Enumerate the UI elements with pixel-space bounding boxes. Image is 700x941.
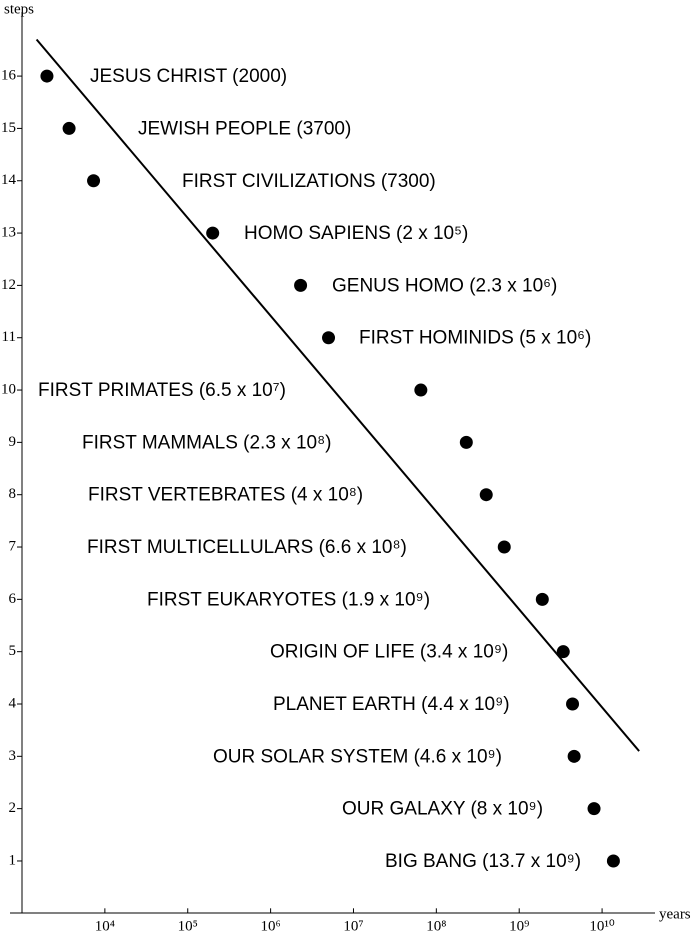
point-label: FIRST EUKARYOTES (1.9 x 10⁹) <box>147 589 430 610</box>
point-label: OUR SOLAR SYSTEM (4.6 x 10⁹) <box>213 746 502 767</box>
point-label: FIRST CIVILIZATIONS (7300) <box>182 171 436 192</box>
y-tick-label: 13 <box>1 225 16 241</box>
point <box>414 383 428 397</box>
y-tick-label: 16 <box>1 68 17 84</box>
y-tick-label: 4 <box>9 695 17 711</box>
y-tick-label: 10 <box>1 381 16 397</box>
y-tick-label: 6 <box>9 591 17 607</box>
point-label: FIRST MULTICELLULARS (6.6 x 10⁸) <box>87 537 407 558</box>
x-tick-label: 10⁹ <box>509 919 529 935</box>
point <box>322 331 336 345</box>
point-label: FIRST MAMMALS (2.3 x 10⁸) <box>82 432 331 453</box>
point-label: JESUS CHRIST (2000) <box>90 66 287 87</box>
point-label: FIRST HOMINIDS (5 x 10⁶) <box>359 328 591 349</box>
y-tick-label: 2 <box>9 800 17 816</box>
x-tick-label: 10⁸ <box>426 919 446 935</box>
y-tick-label: 9 <box>9 434 17 450</box>
y-tick-label: 14 <box>1 172 17 188</box>
point <box>587 802 601 816</box>
y-tick-label: 15 <box>1 120 16 136</box>
point-label: ORIGIN OF LIFE (3.4 x 10⁹) <box>270 642 508 663</box>
x-tick-label: 10¹⁰ <box>589 919 615 935</box>
x-axis-label: years <box>659 906 691 922</box>
y-tick-label: 5 <box>9 643 17 659</box>
point <box>40 69 54 83</box>
point <box>556 645 570 659</box>
point-label: JEWISH PEOPLE (3700) <box>138 118 351 139</box>
point-label: FIRST VERTEBRATES (4 x 10⁸) <box>88 485 363 506</box>
trend-line <box>35 38 640 752</box>
point <box>535 592 549 606</box>
point <box>206 226 220 240</box>
point-label: BIG BANG (13.7 x 10⁹) <box>385 851 581 872</box>
point-label: OUR GALAXY (8 x 10⁹) <box>342 799 543 820</box>
point <box>459 435 473 449</box>
y-tick-label: 11 <box>2 329 16 345</box>
x-tick-label: 10⁷ <box>343 919 363 935</box>
point <box>87 174 101 188</box>
point <box>567 749 581 763</box>
y-axis-label: steps <box>4 1 34 17</box>
y-tick-label: 7 <box>9 538 17 554</box>
point <box>294 278 308 292</box>
y-tick-label: 1 <box>9 852 17 868</box>
point <box>479 488 493 502</box>
x-tick-label: 10⁶ <box>260 919 280 935</box>
point-label: FIRST PRIMATES (6.5 x 10⁷) <box>38 380 286 401</box>
y-tick-label: 3 <box>9 748 17 764</box>
point-label: PLANET EARTH (4.4 x 10⁹) <box>273 694 510 715</box>
point <box>606 854 620 868</box>
x-tick-label: 10⁴ <box>95 919 115 935</box>
y-tick-label: 8 <box>9 486 17 502</box>
y-tick-label: 12 <box>1 277 16 293</box>
point <box>566 697 580 711</box>
point-label: GENUS HOMO (2.3 x 10⁶) <box>332 275 557 296</box>
point-label: HOMO SAPIENS (2 x 10⁵) <box>244 223 468 244</box>
point <box>62 121 76 135</box>
point <box>497 540 511 554</box>
x-tick-label: 10⁵ <box>178 919 198 935</box>
